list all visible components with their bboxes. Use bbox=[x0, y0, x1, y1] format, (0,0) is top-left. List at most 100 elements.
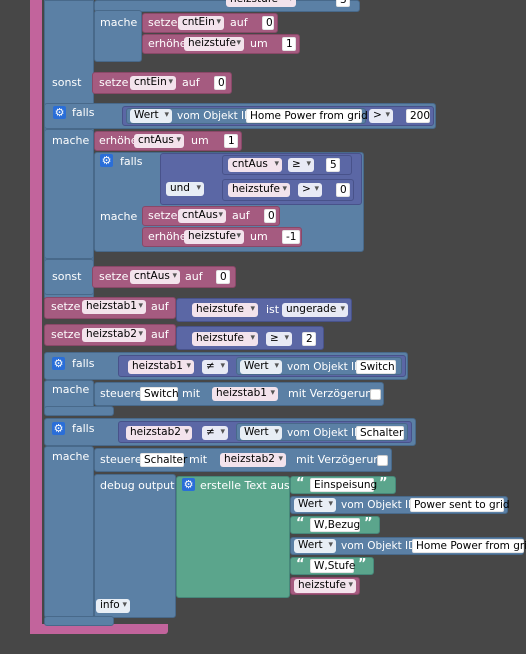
erhoehe-label: erhöhe bbox=[148, 37, 187, 50]
wert-dropdown[interactable]: Wert bbox=[294, 498, 336, 512]
operator-dropdown[interactable]: ≠ bbox=[202, 360, 228, 374]
object-id-field[interactable]: Power sent to grid bbox=[410, 498, 510, 512]
setze-value[interactable]: 0 bbox=[214, 76, 226, 90]
var-dropdown[interactable]: heizstab1 bbox=[128, 360, 194, 374]
quote-open-icon: “ bbox=[296, 476, 305, 491]
var-dropdown[interactable]: heizstufe bbox=[228, 183, 290, 197]
text-join-block[interactable] bbox=[176, 476, 290, 598]
setze-var-dropdown[interactable]: heizstab2 bbox=[82, 328, 146, 342]
wert-dropdown[interactable]: Wert bbox=[240, 426, 282, 440]
setze-var-dropdown[interactable]: cntAus bbox=[178, 209, 226, 223]
quote-close-icon: ” bbox=[358, 557, 367, 572]
vom-objekt-id-label: vom Objekt ID bbox=[287, 427, 363, 439]
sonst-label: sonst bbox=[52, 76, 82, 89]
compare-value[interactable]: 2 bbox=[302, 332, 316, 346]
mit-verzoegerung-label: mit Verzögerung bbox=[288, 387, 380, 400]
operator-dropdown[interactable]: > bbox=[369, 109, 393, 123]
text-field[interactable]: Einspeisung bbox=[310, 478, 377, 492]
ist-label: ist bbox=[266, 303, 280, 316]
operator-dropdown[interactable]: ≠ bbox=[202, 426, 228, 440]
compare-value[interactable]: 0 bbox=[336, 183, 350, 197]
operator-dropdown[interactable]: ≥ bbox=[266, 332, 292, 346]
debug-output-block[interactable] bbox=[94, 474, 176, 618]
var-dropdown[interactable]: heizstufe bbox=[294, 579, 356, 593]
compare-value[interactable]: 5 bbox=[326, 158, 340, 172]
wert-dropdown[interactable]: Wert bbox=[130, 109, 172, 123]
event-block-spine[interactable] bbox=[30, 0, 42, 634]
var-dropdown[interactable]: cntAus bbox=[228, 158, 282, 172]
object-id-field[interactable]: Home Power from grid bbox=[412, 539, 526, 553]
var-dropdown[interactable]: heizstab2 bbox=[220, 453, 286, 467]
steuere-object-field[interactable]: Switch bbox=[140, 387, 179, 401]
verzoegerung-checkbox[interactable] bbox=[377, 455, 388, 466]
erhoehe-value[interactable]: 1 bbox=[224, 134, 238, 148]
setze-var-dropdown[interactable]: cntEin bbox=[178, 16, 224, 30]
var-dropdown[interactable]: heizstab2 bbox=[126, 426, 192, 440]
erhoehe-var-dropdown[interactable]: cntAus bbox=[134, 134, 184, 148]
auf-label: auf bbox=[232, 209, 250, 222]
falls-label: falls bbox=[72, 422, 95, 435]
setze-value[interactable]: 0 bbox=[262, 16, 274, 30]
operator-dropdown[interactable]: ≥ bbox=[288, 158, 314, 172]
gear-icon[interactable]: ⚙ bbox=[100, 154, 113, 167]
text-field[interactable]: W,Stufe bbox=[310, 559, 355, 573]
var-dropdown[interactable]: heizstufe bbox=[192, 303, 258, 317]
mache-spine bbox=[44, 446, 94, 618]
quote-open-icon: “ bbox=[296, 516, 305, 531]
falls-block-end bbox=[44, 406, 114, 416]
sonst-label: sonst bbox=[52, 270, 82, 283]
top-var-dropdown[interactable]: heizstufe bbox=[226, 0, 296, 7]
steuere-label: steuere bbox=[100, 453, 142, 466]
debug-output-label: debug output bbox=[100, 479, 175, 492]
gear-icon[interactable]: ⚙ bbox=[52, 357, 65, 370]
mache-label: mache bbox=[52, 383, 90, 396]
mache-label: mache bbox=[100, 210, 138, 223]
compare-value[interactable]: 200 bbox=[406, 109, 430, 123]
event-block-bottom bbox=[30, 624, 168, 634]
conjunction-dropdown[interactable]: und bbox=[166, 182, 204, 196]
setze-label: setze bbox=[99, 270, 129, 283]
setze-var-dropdown[interactable]: cntAus bbox=[130, 270, 180, 284]
gear-icon[interactable]: ⚙ bbox=[53, 106, 66, 119]
var-dropdown[interactable]: heizstufe bbox=[192, 332, 258, 346]
var-dropdown[interactable]: heizstab1 bbox=[212, 387, 278, 401]
mache-label: mache bbox=[52, 450, 90, 463]
setze-value[interactable]: 0 bbox=[216, 270, 230, 284]
auf-label: auf bbox=[185, 270, 203, 283]
wert-dropdown[interactable]: Wert bbox=[240, 360, 282, 374]
mit-label: mit bbox=[189, 453, 208, 466]
mit-label: mit bbox=[182, 387, 201, 400]
object-id-field[interactable]: Home Power from grid bbox=[246, 109, 368, 123]
property-dropdown[interactable]: ungerade bbox=[282, 303, 348, 317]
object-id-field[interactable]: Schalter bbox=[356, 426, 404, 440]
text-field[interactable]: W,Bezug bbox=[310, 518, 360, 532]
mache-label: mache bbox=[100, 16, 138, 29]
operator-dropdown[interactable]: > bbox=[298, 183, 322, 197]
steuere-label: steuere bbox=[100, 387, 142, 400]
vom-objekt-id-label: vom Objekt ID bbox=[177, 110, 253, 122]
mache-label: mache bbox=[52, 134, 90, 147]
object-id-field[interactable]: Switch bbox=[356, 360, 396, 374]
erhoehe-var-dropdown[interactable]: heizstufe bbox=[184, 37, 244, 51]
setze-value[interactable]: 0 bbox=[264, 209, 276, 223]
top-number-partial[interactable]: 3 bbox=[336, 0, 350, 7]
auf-label: auf bbox=[230, 16, 248, 29]
steuere-object-field[interactable]: Schalter bbox=[140, 453, 187, 467]
mit-verzoegerung-label: mit Verzögerung bbox=[296, 453, 388, 466]
setze-label: setze bbox=[51, 300, 81, 313]
quote-open-icon: “ bbox=[296, 557, 305, 572]
erhoehe-value[interactable]: 1 bbox=[282, 37, 296, 51]
erhoehe-value[interactable]: -1 bbox=[282, 230, 300, 244]
verzoegerung-checkbox[interactable] bbox=[370, 389, 381, 400]
gear-icon[interactable]: ⚙ bbox=[182, 478, 195, 491]
setze-label: setze bbox=[148, 209, 178, 222]
setze-var-dropdown[interactable]: cntEin bbox=[130, 76, 176, 90]
log-level-dropdown[interactable]: info bbox=[96, 599, 130, 613]
quote-close-icon: ” bbox=[379, 476, 388, 491]
setze-var-dropdown[interactable]: heizstab1 bbox=[82, 300, 146, 314]
erhoehe-var-dropdown[interactable]: heizstufe bbox=[184, 230, 244, 244]
wert-dropdown[interactable]: Wert bbox=[294, 539, 336, 553]
auf-label: auf bbox=[151, 328, 169, 341]
setze-label: setze bbox=[51, 328, 81, 341]
gear-icon[interactable]: ⚙ bbox=[52, 422, 65, 435]
